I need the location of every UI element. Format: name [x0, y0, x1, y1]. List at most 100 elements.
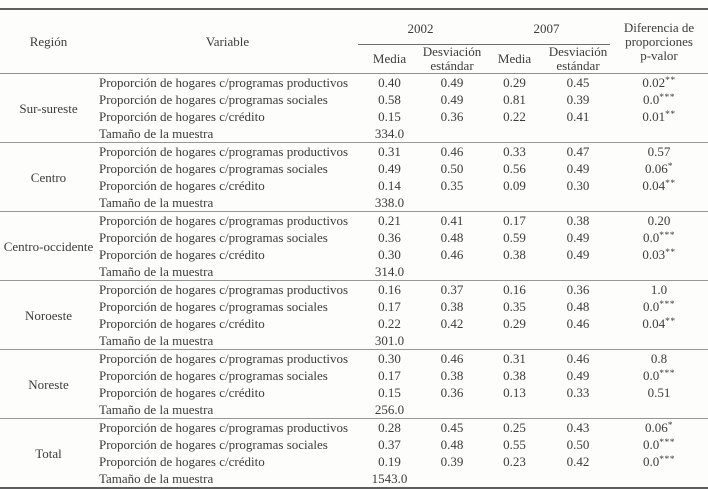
column-header-variable: Variable — [205, 33, 250, 49]
desviacion-2007-value: 0.36 — [566, 282, 590, 297]
p-valor-value: 0.04** — [610, 315, 708, 332]
table-row: Proporción de hogares c/programas social… — [0, 436, 708, 453]
header-row-stats: Media Desviación estándar Media Desviaci… — [0, 45, 708, 74]
desviacion-2002-value: 0.45 — [440, 420, 464, 435]
p-valor-number: 0.04 — [642, 178, 666, 193]
desviacion-2002-value: 0.50 — [440, 161, 464, 176]
media-2007-value: 0.33 — [503, 144, 526, 159]
p-valor-number: 0.0 — [643, 92, 660, 107]
media-2002-value: 0.58 — [378, 92, 401, 107]
sample-size-label: Tamaño de la muestra — [99, 126, 214, 141]
media-2007-value: 0.29 — [503, 75, 526, 90]
p-valor-number: 0.0 — [643, 454, 660, 469]
column-header-diferencia-p-valor: Diferencia de proporciones p-valor — [623, 19, 695, 63]
p-valor-number: 0.01 — [642, 109, 666, 124]
media-2002-value: 0.15 — [378, 385, 401, 400]
table-row: Proporción de hogares c/programas social… — [0, 298, 708, 315]
region-block: Sur-sureste Proporción de hogares c/prog… — [0, 74, 708, 143]
sample-size-label: Tamaño de la muestra — [99, 402, 214, 417]
desviacion-2007-value: 0.49 — [566, 230, 590, 245]
significance-stars: ** — [665, 179, 676, 189]
p-valor-number: 0.57 — [647, 144, 671, 159]
significance-stars: * — [667, 162, 673, 172]
desviacion-2007-value: 0.48 — [566, 299, 590, 314]
summary-table: Región Variable 2002 2007 Diferencia de … — [0, 8, 708, 489]
column-header-2007: 2007 — [483, 9, 610, 45]
p-valor-value: 0.01** — [610, 108, 708, 125]
desviacion-2007-value: 0.49 — [566, 161, 590, 176]
desviacion-2002-value: 0.46 — [440, 351, 464, 366]
desviacion-2002-value: 0.36 — [440, 385, 464, 400]
desviacion-2002-value: 0.48 — [440, 437, 464, 452]
header-row-years: Región Variable 2002 2007 Diferencia de … — [0, 9, 708, 62]
media-2002-value: 0.19 — [378, 454, 401, 469]
p-valor-value: 0.06* — [610, 419, 708, 437]
table-row: Proporción de hogares c/programas social… — [0, 367, 708, 384]
sample-size-value: 314.0 — [374, 264, 405, 279]
media-2007-value: 0.31 — [503, 351, 526, 366]
p-valor-number: 0.20 — [647, 213, 671, 228]
media-2002-value: 0.15 — [378, 109, 401, 124]
table-row: Proporción de hogares c/crédito 0.30 0.4… — [0, 246, 708, 263]
media-2002-value: 0.14 — [378, 178, 401, 193]
sample-size-label: Tamaño de la muestra — [99, 195, 214, 210]
p-valor-value: 0.0*** — [610, 436, 708, 453]
media-2002-value: 0.16 — [378, 282, 401, 297]
desviacion-2002-value: 0.39 — [440, 454, 464, 469]
media-2002-value: 0.37 — [378, 437, 401, 452]
region-block: Centro Proporción de hogares c/programas… — [0, 143, 708, 212]
media-2007-value: 0.56 — [503, 161, 526, 176]
table-row: Proporción de hogares c/crédito 0.19 0.3… — [0, 453, 708, 470]
desviacion-2002-value: 0.49 — [440, 75, 464, 90]
media-2002-value: 0.49 — [378, 161, 401, 176]
p-valor-number: 0.02 — [642, 75, 666, 90]
p-valor-value: 1.0 — [610, 281, 708, 299]
region-block: Total Proporción de hogares c/programas … — [0, 419, 708, 489]
sample-size-value: 1543.0 — [371, 471, 408, 486]
significance-stars: ** — [665, 76, 676, 86]
column-header-media-2007: Media — [497, 51, 532, 66]
desviacion-2002-value: 0.41 — [440, 213, 464, 228]
sample-size-value: 334.0 — [374, 126, 405, 141]
p-valor-number: 0.8 — [650, 351, 668, 366]
variable-label: Proporción de hogares c/crédito — [99, 178, 265, 193]
significance-stars: *** — [659, 369, 675, 379]
significance-stars: *** — [659, 231, 675, 241]
region-block: Centro-occidente Proporción de hogares c… — [0, 212, 708, 281]
column-header-2002: 2002 — [358, 9, 483, 45]
p-valor-value: 0.06* — [610, 160, 708, 177]
desviacion-2007-value: 0.33 — [566, 385, 590, 400]
desviacion-2007-value: 0.39 — [566, 92, 590, 107]
desviacion-2002-value: 0.37 — [440, 282, 464, 297]
variable-label: Proporción de hogares c/crédito — [99, 316, 265, 331]
p-valor-value: 0.57 — [610, 143, 708, 161]
desviacion-2007-value: 0.49 — [566, 247, 590, 262]
desviacion-2007-value: 0.41 — [566, 109, 590, 124]
media-2007-value: 0.09 — [503, 178, 526, 193]
media-2002-value: 0.21 — [378, 213, 401, 228]
sample-size-label: Tamaño de la muestra — [99, 264, 214, 279]
table-row: Proporción de hogares c/programas social… — [0, 229, 708, 246]
p-valor-value: 0.0*** — [610, 91, 708, 108]
p-valor-number: 0.03 — [642, 247, 666, 262]
media-2007-value: 0.55 — [503, 437, 526, 452]
media-2007-value: 0.81 — [503, 92, 526, 107]
table-row: Total Proporción de hogares c/programas … — [0, 419, 708, 461]
variable-label: Proporción de hogares c/programas social… — [99, 437, 328, 452]
significance-stars: ** — [665, 110, 676, 120]
table-row: Noroeste Proporción de hogares c/program… — [0, 281, 708, 323]
sample-size-row: Tamaño de la muestra 301.0 — [0, 332, 708, 350]
desviacion-2007-value: 0.30 — [566, 178, 590, 193]
sample-size-row: Tamaño de la muestra 334.0 — [0, 125, 708, 143]
variable-label: Proporción de hogares c/programas social… — [99, 299, 328, 314]
sample-size-value: 256.0 — [374, 402, 405, 417]
column-header-desviacion-2007: Desviación estándar — [548, 44, 608, 73]
significance-stars: ** — [665, 317, 676, 327]
sample-size-row: Tamaño de la muestra 256.0 — [0, 401, 708, 419]
desviacion-2007-value: 0.43 — [566, 420, 590, 435]
column-header-desviacion-2002: Desviación estándar — [422, 44, 482, 73]
media-2002-value: 0.22 — [378, 316, 401, 331]
p-valor-number: 0.0 — [643, 368, 660, 383]
region-label: Centro — [30, 169, 67, 185]
